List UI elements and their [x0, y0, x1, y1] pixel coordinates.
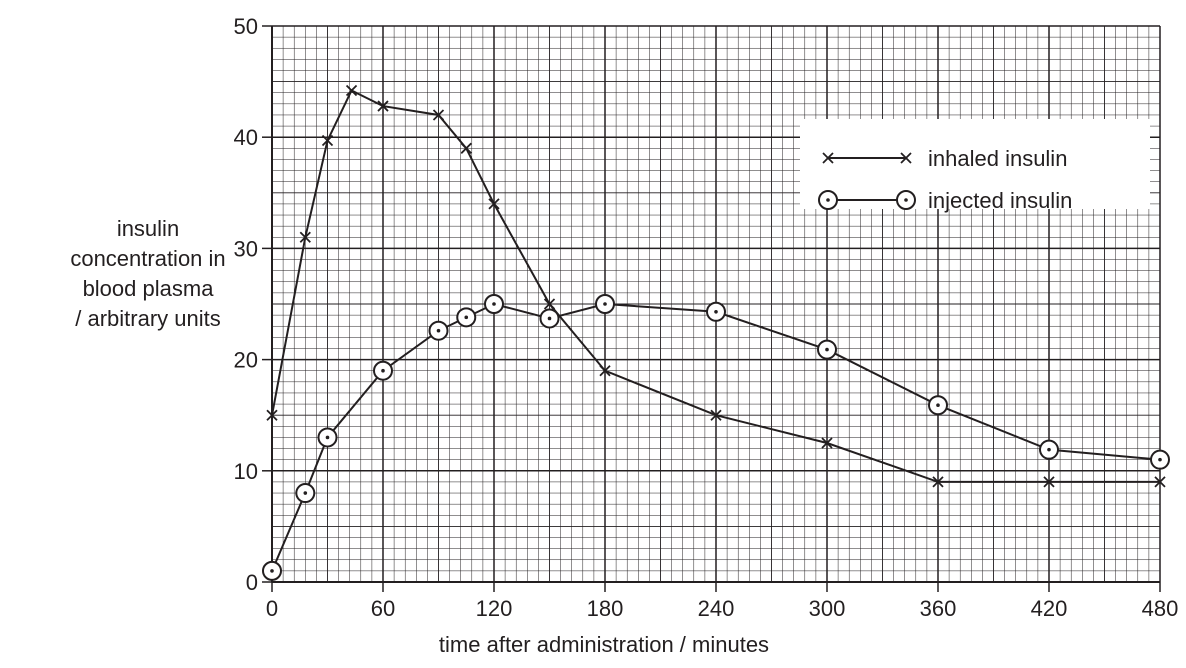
legend-label: injected insulin: [928, 188, 1072, 213]
data-point-cross: [377, 100, 389, 112]
data-point-cross: [460, 142, 472, 154]
y-tick-label: 0: [246, 570, 258, 595]
y-axis-label-line: blood plasma: [82, 276, 214, 301]
x-tick-label: 240: [698, 596, 735, 621]
data-point-circle: [262, 560, 282, 581]
y-axis-label-line: insulin: [116, 216, 180, 241]
y-axis-label-line: concentration in: [70, 246, 226, 271]
x-axis-label: time after administration / minutes: [438, 632, 770, 657]
legend-marker: [818, 190, 838, 210]
series-group: [262, 84, 1170, 581]
data-point-circle: [373, 360, 393, 381]
data-point-circle: [1039, 439, 1059, 460]
data-point-circle: [428, 320, 449, 341]
data-point-cross: [321, 134, 334, 147]
legend-label: inhaled insulin: [928, 146, 1067, 171]
data-point-cross: [345, 84, 358, 97]
data-point-circle: [928, 395, 948, 416]
data-point-circle: [1150, 449, 1170, 470]
legend-box: [800, 119, 1150, 209]
x-tick-label: 420: [1031, 596, 1068, 621]
data-point-cross: [488, 198, 500, 210]
data-point-cross: [432, 109, 445, 121]
data-point-cross: [599, 365, 611, 377]
data-point-cross: [299, 231, 311, 243]
y-axis-label: insulin concentration in blood plasma / …: [50, 214, 246, 334]
y-tick-label: 40: [234, 125, 258, 150]
data-point-circle: [484, 294, 504, 314]
legend-marker: [900, 152, 912, 164]
legend-marker: [822, 152, 834, 164]
x-tick-label: 360: [920, 596, 957, 621]
data-point-circle: [706, 301, 726, 322]
axes: [262, 25, 1161, 592]
data-point-cross: [1043, 476, 1055, 488]
data-point-cross: [543, 298, 556, 310]
data-point-cross: [1154, 476, 1166, 488]
data-point-circle: [595, 294, 615, 314]
x-tick-label: 480: [1142, 596, 1179, 621]
data-point-cross: [710, 409, 722, 421]
y-axis-label-line: / arbitrary units: [75, 306, 221, 331]
x-tick-label: 60: [371, 596, 395, 621]
x-tick-label: 0: [266, 596, 278, 621]
data-point-cross: [932, 476, 944, 488]
data-point-circle: [817, 339, 837, 360]
legend: inhaled insulin injected insulin: [800, 119, 1150, 213]
x-tick-label: 180: [587, 596, 624, 621]
x-tick-label: 300: [809, 596, 846, 621]
y-tick-label: 20: [234, 348, 258, 373]
data-point-circle: [295, 483, 316, 504]
x-tick-labels: 0 60 120 180 240 300 360 420 480: [266, 596, 1178, 621]
data-point-circle: [539, 308, 560, 329]
data-point-circle: [456, 307, 477, 328]
legend-marker: [896, 190, 916, 210]
data-point-circle: [317, 427, 338, 448]
y-tick-label: 30: [234, 236, 258, 261]
data-point-cross: [821, 437, 833, 449]
y-tick-label: 50: [234, 14, 258, 39]
data-point-cross: [266, 409, 278, 421]
y-tick-label: 10: [234, 459, 258, 484]
x-tick-label: 120: [476, 596, 513, 621]
series-line-injected: [271, 302, 1161, 572]
y-tick-labels: 0 10 20 30 40 50: [234, 14, 258, 595]
